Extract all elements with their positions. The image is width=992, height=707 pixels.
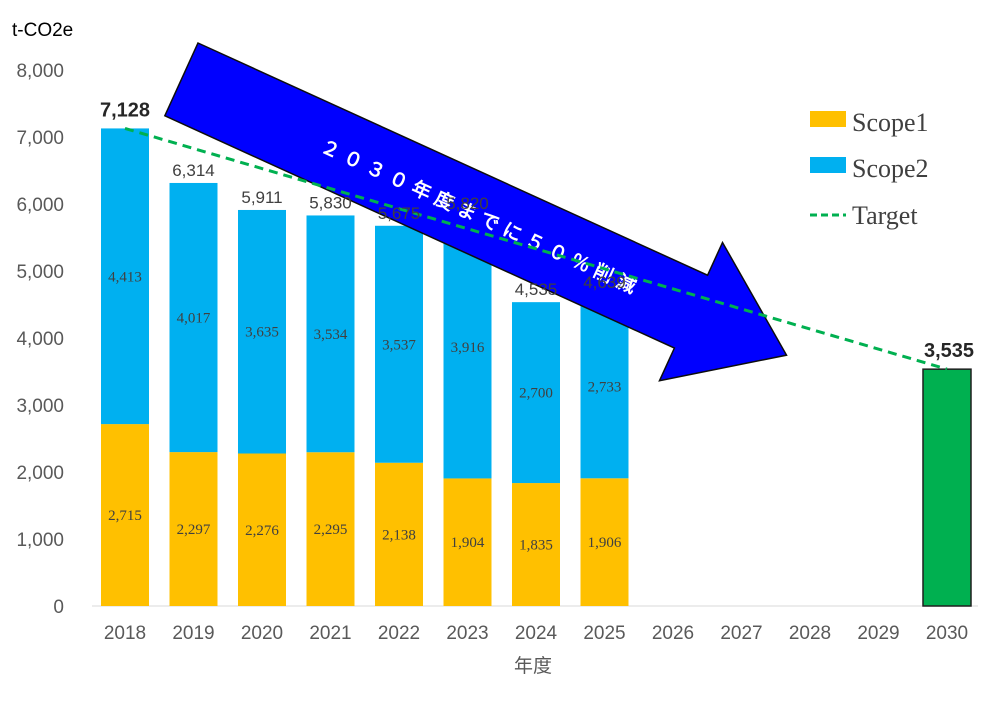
x-tick-label: 2028	[789, 623, 831, 644]
total-value-label: 6,314	[172, 161, 215, 180]
scope1-value-label: 2,276	[245, 523, 279, 539]
legend-label-scope1: Scope1	[852, 108, 929, 137]
scope2-value-label: 4,413	[108, 269, 142, 285]
y-tick-label: 1,000	[16, 530, 64, 551]
scope2-value-label: 3,534	[314, 327, 348, 343]
total-value-label: 3,535	[924, 340, 974, 362]
x-tick-label: 2022	[378, 623, 420, 644]
scope2-value-label: 2,700	[519, 386, 553, 402]
y-axis-unit: t-CO2e	[12, 20, 73, 41]
scope1-value-label: 2,295	[314, 522, 348, 538]
target-line-group	[124, 126, 948, 371]
scope1-value-label: 1,835	[519, 538, 553, 554]
x-tick-label: 2019	[172, 623, 214, 644]
x-axis-ticks: 2018 2019 2020 2021 2022 2023 2024 2025 2026 2027…	[104, 623, 968, 644]
total-value-label: 7,128	[100, 99, 150, 121]
bar-scope1	[238, 453, 286, 606]
target-line	[124, 126, 948, 371]
scope1-value-label: 2,138	[382, 527, 416, 543]
y-tick-label: 5,000	[16, 262, 64, 283]
total-labels: 7,128 6,314 5,911 5,830 5,675 5,820 4,535 4,639…	[100, 99, 974, 362]
bar-scope1	[101, 424, 149, 606]
total-value-label: 5,911	[241, 188, 282, 207]
x-axis-title: 年度	[514, 655, 552, 677]
legend: Scope1 Scope2 Target	[810, 108, 929, 230]
y-tick-label: 3,000	[16, 396, 64, 417]
bar-scope1	[580, 478, 629, 606]
legend-label-scope2: Scope2	[852, 154, 929, 183]
y-tick-label: 4,000	[16, 329, 64, 350]
bar-scope1	[306, 452, 355, 606]
bar-scope1	[443, 478, 492, 606]
x-tick-label: 2021	[309, 623, 351, 644]
y-tick-label: 6,000	[16, 195, 64, 216]
bar-scope2	[306, 215, 355, 453]
x-tick-label: 2026	[652, 623, 694, 644]
bar-scope2	[375, 225, 423, 463]
scope1-value-label: 2,297	[177, 522, 211, 538]
bar-scope2	[101, 128, 149, 425]
y-tick-label: 0	[53, 597, 64, 618]
x-tick-label: 2023	[446, 623, 488, 644]
arrow-icon	[163, 42, 788, 382]
bar-scope1	[169, 452, 218, 606]
bars	[101, 128, 972, 607]
x-tick-label: 2024	[515, 623, 558, 644]
bar-2030-target	[922, 368, 972, 607]
total-value-label: 5,830	[309, 193, 352, 212]
legend-swatch-scope2	[810, 157, 846, 173]
total-value-label: 4,639	[583, 273, 626, 292]
x-tick-label: 2020	[241, 623, 283, 644]
bar-scope2	[238, 209, 286, 454]
legend-swatch-scope1	[810, 111, 846, 127]
bar-scope2	[169, 182, 218, 453]
y-tick-label: 8,000	[16, 61, 64, 82]
x-tick-label: 2025	[583, 623, 625, 644]
bar-scope1	[512, 483, 560, 606]
bar-scope2	[512, 302, 560, 484]
segment-labels: 2,715 4,413 2,297 4,017 2,276 3,635 2,295 3,534…	[108, 269, 622, 553]
x-tick-label: 2018	[104, 623, 146, 644]
x-tick-label: 2027	[720, 623, 762, 644]
x-tick-label: 2029	[857, 623, 899, 644]
total-value-label: 5,675	[378, 204, 421, 223]
total-value-label: 4,535	[515, 280, 558, 299]
y-tick-label: 2,000	[16, 463, 64, 484]
legend-label-target: Target	[852, 201, 918, 230]
x-tick-label: 2030	[926, 623, 968, 644]
scope2-value-label: 3,537	[382, 337, 416, 353]
bar-scope2	[580, 295, 629, 479]
scope1-value-label: 1,904	[451, 535, 485, 551]
scope2-value-label: 2,733	[588, 380, 622, 396]
scope1-value-label: 2,715	[108, 508, 142, 524]
bar-scope1	[375, 462, 423, 606]
scope2-value-label: 4,017	[177, 311, 211, 327]
scope1-value-label: 1,906	[588, 535, 622, 551]
y-tick-label: 7,000	[16, 128, 64, 149]
total-value-label: 5,820	[446, 194, 489, 213]
y-axis-ticks: 0 1,000 2,000 3,000 4,000 5,000 6,000 7,000 8,00…	[16, 61, 64, 618]
scope2-value-label: 3,916	[451, 340, 485, 356]
scope2-value-label: 3,635	[245, 325, 279, 341]
